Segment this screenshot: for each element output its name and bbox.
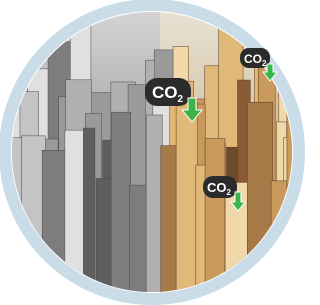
building — [247, 102, 272, 305]
label-sub: 2 — [178, 94, 184, 105]
building — [176, 102, 198, 305]
building — [146, 115, 162, 305]
building — [302, 66, 305, 305]
label-main: CO — [244, 52, 262, 66]
label-sub: 2 — [227, 188, 232, 197]
label-main: CO — [152, 83, 178, 102]
building — [111, 112, 131, 305]
building — [42, 150, 66, 305]
label-sub: 2 — [262, 59, 267, 68]
scene: CO2 CO2 CO2 — [0, 0, 305, 305]
label-main: CO — [207, 180, 227, 195]
